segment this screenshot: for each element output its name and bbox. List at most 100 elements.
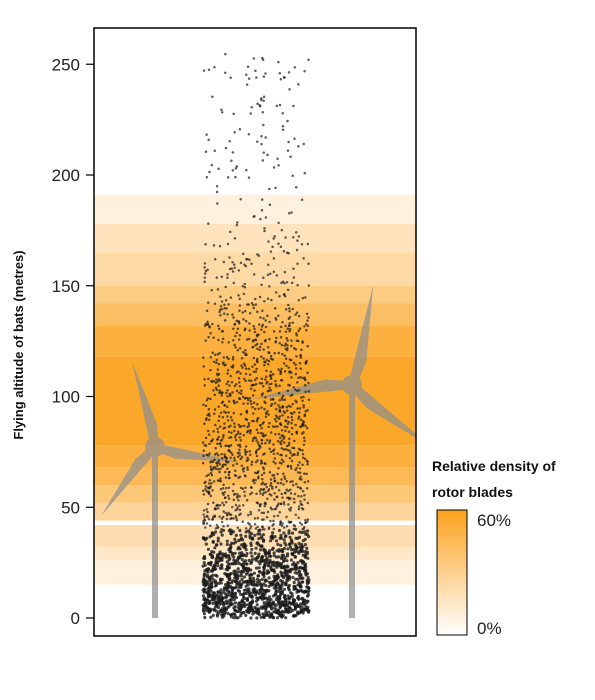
bat-point-2260 xyxy=(243,328,247,332)
bat-point-1498 xyxy=(236,492,239,496)
bat-point-1887 xyxy=(256,403,259,406)
bat-point-1988 xyxy=(266,410,269,413)
bat-point-1600 xyxy=(301,449,304,452)
bat-point-1768 xyxy=(276,452,279,455)
bat-point-1633 xyxy=(282,460,285,463)
bat-point-2607 xyxy=(258,104,262,108)
bat-point-966 xyxy=(237,561,241,566)
bat-point-922 xyxy=(257,566,261,570)
bat-point-2449 xyxy=(262,276,265,280)
bat-point-945 xyxy=(305,552,309,556)
bat-point-500 xyxy=(267,584,271,588)
bat-point-1664 xyxy=(251,439,255,443)
bat-point-363 xyxy=(207,608,211,612)
bat-point-1646 xyxy=(244,453,247,456)
bat-point-2554 xyxy=(260,135,263,138)
bat-point-1427 xyxy=(243,494,247,497)
bat-point-1227 xyxy=(215,543,219,547)
bat-point-1809 xyxy=(248,396,252,400)
bat-point-1044 xyxy=(283,556,287,560)
bat-point-1166 xyxy=(288,545,293,549)
bat-point-1750 xyxy=(258,444,262,448)
bat-point-2551 xyxy=(281,112,284,115)
bat-point-287 xyxy=(290,594,294,598)
bat-point-1319 xyxy=(260,511,264,515)
bat-point-619 xyxy=(211,577,215,581)
bat-point-1439 xyxy=(297,494,300,498)
bat-point-2362 xyxy=(233,323,236,326)
bat-point-1366 xyxy=(269,506,273,509)
bat-point-754 xyxy=(208,577,212,581)
bat-point-389 xyxy=(295,602,299,606)
bat-point-2036 xyxy=(253,389,256,392)
bat-point-1588 xyxy=(224,444,227,447)
bat-point-924 xyxy=(249,551,253,555)
bat-point-1747 xyxy=(271,449,275,453)
bat-point-1257 xyxy=(206,510,209,514)
bat-point-2364 xyxy=(306,319,309,322)
bat-point-2547 xyxy=(228,140,231,143)
bat-point-1668 xyxy=(273,480,276,483)
bat-point-2422 xyxy=(231,270,235,273)
bat-point-323 xyxy=(215,614,220,618)
bat-point-1481 xyxy=(259,487,263,491)
bat-point-1821 xyxy=(290,422,293,425)
bat-point-745 xyxy=(249,579,254,583)
bat-point-1182 xyxy=(296,536,300,541)
bat-point-2530 xyxy=(291,174,294,177)
bat-point-1858 xyxy=(298,407,302,410)
bat-point-2495 xyxy=(267,240,270,243)
bat-point-893 xyxy=(296,561,300,565)
bat-point-2207 xyxy=(265,369,268,373)
bat-point-1994 xyxy=(301,420,305,423)
bat-point-1723 xyxy=(229,456,232,460)
bat-point-2349 xyxy=(253,327,256,331)
bat-point-1017 xyxy=(285,554,290,558)
bat-point-844 xyxy=(270,561,274,565)
bat-point-2535 xyxy=(264,216,268,219)
bat-point-2333 xyxy=(248,322,251,325)
bat-point-647 xyxy=(228,593,232,597)
bat-point-230 xyxy=(209,615,213,619)
bat-point-2370 xyxy=(286,343,289,347)
bat-point-2334 xyxy=(256,347,259,351)
bat-point-1697 xyxy=(286,464,290,468)
bat-point-2413 xyxy=(226,273,229,276)
bat-point-1928 xyxy=(204,436,208,440)
bat-point-755 xyxy=(300,589,304,593)
bat-point-954 xyxy=(229,571,233,576)
bat-point-1484 xyxy=(237,499,240,502)
bat-point-1971 xyxy=(216,438,220,441)
density-band-10 xyxy=(94,303,416,326)
bat-point-2240 xyxy=(260,342,263,346)
bat-point-1713 xyxy=(240,455,244,459)
bat-point-2338 xyxy=(247,337,251,341)
bat-point-742 xyxy=(275,589,279,593)
bat-point-1972 xyxy=(276,425,279,428)
bat-point-1583 xyxy=(285,444,289,448)
bat-point-2113 xyxy=(307,390,311,393)
bat-point-2057 xyxy=(203,377,206,381)
bat-point-2264 xyxy=(204,339,207,342)
bat-point-2480 xyxy=(228,256,231,259)
bat-point-1263 xyxy=(241,520,245,523)
bat-point-948 xyxy=(257,552,261,556)
bat-point-2034 xyxy=(225,382,228,386)
bat-point-1856 xyxy=(249,431,252,435)
bat-point-1025 xyxy=(282,558,286,562)
bat-point-1876 xyxy=(274,414,278,417)
bat-point-1878 xyxy=(249,429,253,432)
bat-point-1423 xyxy=(227,486,231,489)
legend-title-line1: Relative density of xyxy=(432,458,556,474)
bat-point-1489 xyxy=(291,483,295,487)
bat-point-914 xyxy=(236,567,240,571)
bat-point-2037 xyxy=(299,376,302,379)
bat-point-1096 xyxy=(279,543,283,548)
bat-point-1372 xyxy=(289,506,293,510)
bat-point-540 xyxy=(209,589,213,593)
bat-point-273 xyxy=(284,599,288,603)
bat-point-1545 xyxy=(253,481,256,485)
bat-point-2238 xyxy=(221,341,224,344)
bat-point-1275 xyxy=(272,515,276,518)
bat-point-2430 xyxy=(281,280,285,284)
